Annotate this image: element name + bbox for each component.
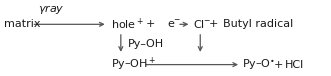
Text: +: + <box>273 60 283 70</box>
Text: e$^{-}$: e$^{-}$ <box>167 19 182 30</box>
Text: Py–OH: Py–OH <box>127 39 164 49</box>
Text: HCl: HCl <box>285 60 304 70</box>
Text: +: + <box>209 19 218 29</box>
Text: Py–O$^{\bullet}$: Py–O$^{\bullet}$ <box>242 57 275 72</box>
Text: +: + <box>146 19 155 29</box>
Text: Butyl radical: Butyl radical <box>223 19 294 29</box>
Text: hole$^+$: hole$^+$ <box>111 17 144 32</box>
Text: Py–OH$^+$: Py–OH$^+$ <box>111 56 156 73</box>
Text: matrix: matrix <box>4 19 40 29</box>
Text: $\gamma$ray: $\gamma$ray <box>38 3 65 16</box>
Text: Cl$^{-}$: Cl$^{-}$ <box>193 18 211 30</box>
